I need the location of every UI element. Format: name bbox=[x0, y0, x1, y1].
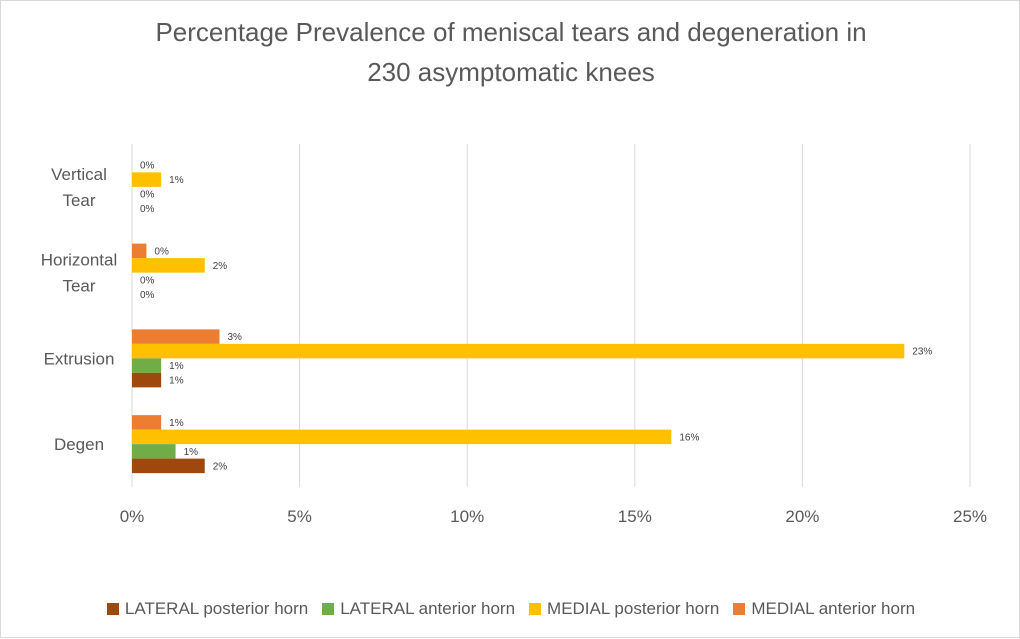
data-label: 2% bbox=[213, 461, 228, 472]
bar bbox=[132, 343, 905, 359]
x-tick-label: 15% bbox=[618, 507, 652, 526]
legend-item: LATERAL anterior horn bbox=[322, 599, 515, 619]
chart-title-line-1: Percentage Prevalence of meniscal tears … bbox=[155, 17, 867, 47]
category-label: Degen bbox=[54, 435, 104, 454]
data-label: 23% bbox=[912, 347, 932, 358]
legend: LATERAL posterior horn LATERAL anterior h… bbox=[1, 599, 1020, 619]
category-label: Tear bbox=[62, 191, 95, 210]
legend-item: MEDIAL posterior horn bbox=[529, 599, 719, 619]
data-label: 0% bbox=[140, 290, 155, 301]
category-label: Vertical bbox=[51, 165, 107, 184]
data-label: 1% bbox=[169, 418, 184, 429]
bar bbox=[132, 429, 672, 445]
bar bbox=[132, 258, 205, 273]
x-tick-label: 0% bbox=[120, 507, 145, 526]
legend-swatch bbox=[529, 603, 542, 615]
data-label: 1% bbox=[184, 447, 199, 458]
legend-swatch bbox=[322, 603, 335, 615]
bar bbox=[132, 358, 162, 373]
data-label: 0% bbox=[140, 275, 155, 286]
chart-title-line-2: 230 asymptomatic knees bbox=[367, 57, 655, 87]
category-label: Horizontal bbox=[41, 251, 118, 270]
data-label: 3% bbox=[227, 332, 242, 343]
legend-swatch bbox=[106, 603, 119, 615]
data-label: 0% bbox=[140, 161, 155, 172]
bar bbox=[132, 458, 205, 474]
legend-item: LATERAL posterior horn bbox=[106, 599, 309, 619]
bar bbox=[132, 372, 162, 388]
data-label: 0% bbox=[140, 204, 155, 215]
x-tick-label: 25% bbox=[953, 507, 987, 526]
bar bbox=[132, 172, 162, 187]
legend-swatch bbox=[733, 603, 746, 615]
data-label: 16% bbox=[679, 432, 699, 443]
x-tick-label: 10% bbox=[450, 507, 484, 526]
x-tick-label: 20% bbox=[785, 507, 819, 526]
data-label: 2% bbox=[213, 261, 228, 272]
legend-label: LATERAL posterior horn bbox=[124, 599, 309, 618]
x-tick-label: 5% bbox=[287, 507, 312, 526]
legend-label: LATERAL anterior horn bbox=[340, 599, 516, 618]
bar bbox=[132, 243, 147, 259]
data-label: 0% bbox=[154, 246, 169, 257]
legend-label: MEDIAL anterior horn bbox=[751, 599, 916, 618]
bar bbox=[132, 329, 220, 344]
data-label: 0% bbox=[140, 190, 155, 201]
data-label: 1% bbox=[169, 361, 184, 372]
bar bbox=[132, 444, 176, 459]
category-label: Extrusion bbox=[44, 349, 115, 368]
category-label: Tear bbox=[62, 277, 95, 296]
data-label: 1% bbox=[169, 175, 184, 186]
legend-label: MEDIAL posterior horn bbox=[547, 599, 720, 618]
legend-item: MEDIAL anterior horn bbox=[733, 599, 915, 619]
bar bbox=[132, 415, 162, 430]
data-label: 1% bbox=[169, 376, 184, 387]
